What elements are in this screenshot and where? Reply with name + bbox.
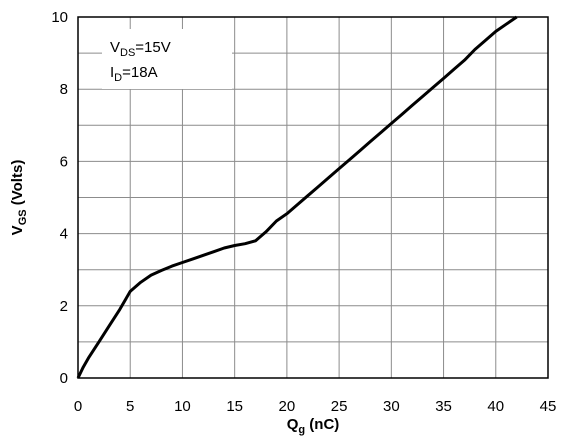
x-tick-label-20: 20 bbox=[279, 398, 296, 415]
vgs-curve bbox=[76, 15, 518, 379]
x-tick-label-15: 15 bbox=[226, 398, 243, 415]
x-tick-label-35: 35 bbox=[435, 398, 452, 415]
y-axis-label: VGS (Volts) bbox=[9, 160, 29, 236]
annotation-vds: VDS=15V bbox=[110, 39, 171, 59]
x-tick-label-45: 45 bbox=[540, 398, 557, 415]
x-tick-label-25: 25 bbox=[331, 398, 348, 415]
plot-frame bbox=[77, 16, 549, 379]
y-tick-label-0: 0 bbox=[60, 370, 68, 387]
x-tick-label-40: 40 bbox=[487, 398, 504, 415]
x-tick-label-0: 0 bbox=[74, 398, 82, 415]
y-tick-label-2: 2 bbox=[60, 298, 68, 315]
x-tick-label-10: 10 bbox=[174, 398, 191, 415]
x-tick-label-5: 5 bbox=[126, 398, 134, 415]
y-tick-label-10: 10 bbox=[51, 9, 68, 26]
x-tick-label-30: 30 bbox=[383, 398, 400, 415]
y-tick-label-8: 8 bbox=[60, 81, 68, 98]
y-tick-label-4: 4 bbox=[60, 226, 68, 243]
x-axis-label: Qg (nC) bbox=[287, 416, 340, 436]
y-tick-label-6: 6 bbox=[60, 153, 68, 170]
annotation-id: ID=18A bbox=[110, 64, 158, 84]
x-tick-labels: 0 5 10 15 20 25 30 35 40 45 bbox=[74, 398, 557, 415]
annotation-box bbox=[102, 29, 232, 89]
y-tick-labels: 0 2 4 6 8 10 bbox=[51, 9, 68, 387]
